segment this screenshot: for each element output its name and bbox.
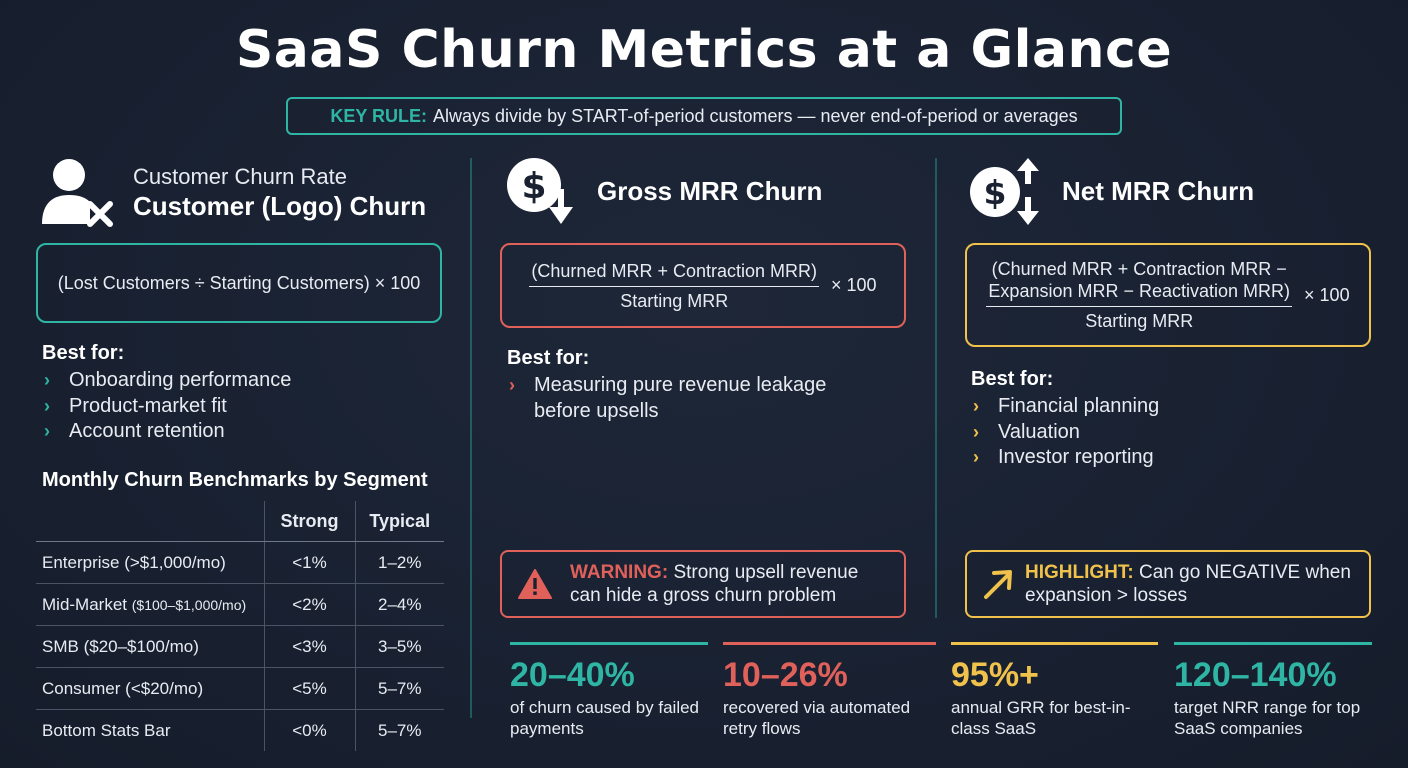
- stat-value: 95%+: [951, 656, 1039, 694]
- net-mrr-numerator: (Churned MRR + Contraction MRR − Expansi…: [986, 258, 1292, 306]
- chevron-right-icon: ›: [44, 421, 50, 441]
- chevron-right-icon: ›: [44, 395, 50, 416]
- gross-mrr-multiplier: × 100: [831, 275, 877, 295]
- chevron-right-icon: ›: [973, 447, 979, 467]
- key-rule-text: Always divide by START-of-period custome…: [433, 105, 1078, 126]
- gross-mrr-title: Gross MRR Churn: [597, 176, 823, 206]
- svg-text:$: $: [984, 173, 1007, 212]
- page-title: SaaS Churn Metrics at a Glance: [235, 20, 1173, 80]
- column-header: Strong: [263, 501, 355, 542]
- customer-churn-title: Customer (Logo) Churn: [133, 191, 427, 221]
- stat-card-retry-recovery: 10–26% recovered via automated retry flo…: [723, 642, 936, 739]
- typical-cell: 5–7%: [354, 667, 444, 710]
- gross-mrr-formula-box: (Churned MRR + Contraction MRR) Starting…: [500, 243, 906, 328]
- chevron-right-icon: ›: [973, 396, 979, 416]
- list-item: › Account retention: [42, 419, 291, 445]
- stat-card-failed-payments: 20–40% of churn caused by failed payment…: [510, 642, 708, 739]
- gross-mrr-numerator: (Churned MRR + Contraction MRR): [531, 260, 818, 281]
- customer-churn-formula-box: (Lost Customers ÷ Starting Customers) × …: [36, 243, 442, 323]
- gross-mrr-best-for-label: Best for:: [507, 347, 590, 369]
- net-mrr-numerator-line2: Expansion MRR − Reactivation MRR): [988, 281, 1291, 301]
- stat-description: target NRR range for top SaaS companies: [1174, 698, 1361, 738]
- chevron-right-icon: ›: [44, 370, 50, 390]
- warning-text: Strong upsell revenue can hide a gross c…: [570, 562, 859, 606]
- stat-value: 20–40%: [510, 656, 635, 694]
- table-header-row: Strong Typical: [36, 501, 444, 542]
- key-rule-banner: KEY RULE: Always divide by START-of-peri…: [286, 97, 1122, 135]
- strong-cell: <0%: [263, 709, 355, 751]
- segment-cell: Mid-Market ($100–$1,000/mo): [36, 583, 264, 626]
- trend-up-arrow-icon: [981, 567, 1015, 601]
- user-x-icon: [40, 158, 116, 228]
- net-mrr-best-for-label: Best for:: [971, 368, 1054, 390]
- net-mrr-denominator: Starting MRR: [986, 306, 1293, 332]
- table-row: Consumer (<$20/mo) <5% 5–7%: [36, 667, 444, 710]
- chevron-right-icon: ›: [973, 421, 979, 442]
- typical-cell: 3–5%: [354, 625, 444, 668]
- segment-cell: Consumer (<$20/mo): [36, 667, 264, 710]
- strong-cell: <5%: [263, 667, 355, 710]
- benchmarks-table: Strong Typical Enterprise (>$1,000/mo) <…: [36, 501, 444, 751]
- table-row: Enterprise (>$1,000/mo) <1% 1–2%: [36, 541, 444, 584]
- key-rule-label: KEY RULE:: [330, 105, 428, 126]
- stat-card-target-nrr: 120–140% target NRR range for top SaaS c…: [1174, 642, 1372, 739]
- net-mrr-highlight-callout: HIGHLIGHT: Can go NEGATIVE when expansio…: [965, 550, 1371, 618]
- list-item: › Product-market fit: [42, 394, 291, 420]
- stat-description: recovered via automated retry flows: [723, 698, 911, 738]
- customer-churn-subtitle: Customer Churn Rate: [133, 164, 347, 189]
- list-item: › Financial planning: [971, 394, 1159, 420]
- chevron-right-icon: ›: [509, 375, 515, 395]
- dollar-down-icon: $: [505, 157, 577, 227]
- net-mrr-highlight-message: HIGHLIGHT: Can go NEGATIVE when expansio…: [1025, 561, 1360, 607]
- list-item: › Valuation: [971, 420, 1159, 446]
- dollar-up-down-icon: $: [968, 157, 1044, 227]
- warning-icon: [518, 569, 552, 599]
- strong-cell: <1%: [263, 541, 355, 584]
- stat-value: 10–26%: [723, 656, 848, 694]
- strong-cell: <3%: [263, 625, 355, 668]
- list-item: › Measuring pure revenue leakage before u…: [509, 374, 827, 422]
- column-divider-left: [470, 158, 472, 718]
- gross-mrr-fraction: (Churned MRR + Contraction MRR) Starting…: [529, 260, 820, 312]
- stat-description: of churn caused by failed payments: [510, 698, 700, 738]
- net-mrr-multiplier: × 100: [1304, 284, 1350, 305]
- typical-cell: 1–2%: [354, 541, 444, 584]
- stat-description: annual GRR for best-in-class SaaS: [951, 698, 1131, 738]
- typical-cell: 5–7%: [354, 709, 444, 751]
- gross-mrr-denominator: Starting MRR: [529, 285, 820, 312]
- gross-mrr-warning-message: WARNING: Strong upsell revenue can hide …: [570, 561, 890, 607]
- table-row: Bottom Stats Bar <0% 5–7%: [36, 709, 444, 751]
- customer-churn-formula: (Lost Customers ÷ Starting Customers) × …: [57, 272, 421, 293]
- strong-cell: <2%: [263, 583, 355, 626]
- list-item: › Onboarding performance: [42, 368, 291, 394]
- column-divider-right: [935, 158, 937, 618]
- net-mrr-numerator-line1: (Churned MRR + Contraction MRR −: [991, 259, 1287, 279]
- list-item: › Investor reporting: [971, 445, 1159, 471]
- customer-churn-best-for-list: › Onboarding performance › Product-market …: [42, 368, 291, 445]
- table-row: SMB ($20–$100/mo) <3% 3–5%: [36, 625, 444, 668]
- warning-label: WARNING:: [570, 562, 669, 583]
- gross-mrr-best-for-list: › Measuring pure revenue leakage before u…: [507, 373, 887, 424]
- segment-cell: Enterprise (>$1,000/mo): [36, 541, 264, 584]
- column-header: [36, 501, 264, 542]
- customer-churn-best-for-label: Best for:: [42, 342, 125, 364]
- net-mrr-best-for-list: › Financial planning › Valuation › Investor…: [971, 394, 1159, 471]
- net-mrr-formula-box: (Churned MRR + Contraction MRR − Expansi…: [965, 243, 1371, 347]
- svg-text:$: $: [521, 166, 546, 207]
- typical-cell: 2–4%: [354, 583, 444, 626]
- highlight-label: HIGHLIGHT:: [1025, 562, 1134, 583]
- table-row: Mid-Market ($100–$1,000/mo) <2% 2–4%: [36, 583, 444, 626]
- highlight-text: Can go NEGATIVE when expansion > losses: [1025, 562, 1351, 606]
- gross-mrr-warning-callout: WARNING: Strong upsell revenue can hide …: [500, 550, 906, 618]
- net-mrr-title: Net MRR Churn: [1062, 176, 1255, 206]
- benchmarks-title: Monthly Churn Benchmarks by Segment: [42, 469, 428, 491]
- segment-cell: SMB ($20–$100/mo): [36, 625, 264, 668]
- segment-cell: Bottom Stats Bar: [42, 720, 171, 740]
- stat-value: 120–140%: [1174, 656, 1337, 694]
- net-mrr-fraction: (Churned MRR + Contraction MRR − Expansi…: [986, 258, 1293, 332]
- column-header: Typical: [354, 501, 444, 542]
- stat-card-annual-grr: 95%+ annual GRR for best-in-class SaaS: [951, 642, 1158, 739]
